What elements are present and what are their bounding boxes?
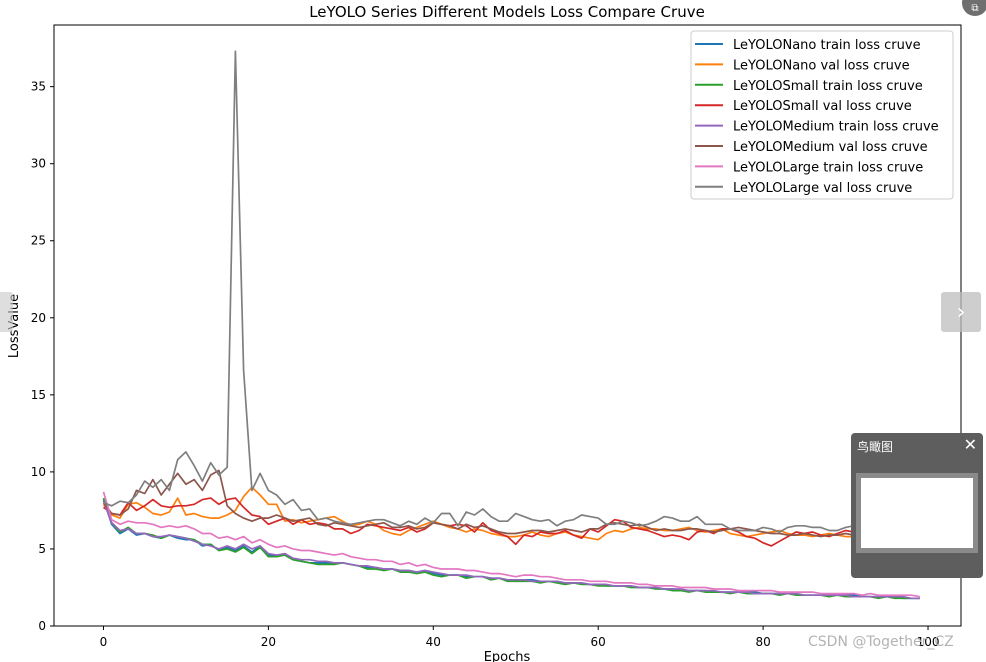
copy-button[interactable]: ⧉	[962, 0, 986, 16]
copy-icon: ⧉	[971, 3, 979, 14]
x-tick-label: 100	[917, 635, 940, 649]
previous-tab[interactable]	[0, 292, 13, 332]
minimap-viewport[interactable]	[856, 473, 978, 553]
legend-label: LeYOLOSmall train loss cruve	[733, 79, 923, 94]
series-line	[102, 469, 920, 538]
legend-label: LeYOLOLarge train loss cruve	[733, 160, 923, 175]
x-tick-label: 40	[426, 635, 441, 649]
x-tick-label: 0	[100, 635, 108, 649]
minimap-panel: 鸟瞰图 ✕	[851, 433, 983, 578]
chart-title: LeYOLO Series Different Models Loss Comp…	[309, 3, 705, 21]
chevron-right-icon: ›	[956, 299, 966, 325]
x-tick-label: 20	[261, 635, 276, 649]
x-axis-label: Epochs	[484, 650, 531, 662]
y-tick-label: 30	[31, 157, 46, 171]
legend-label: LeYOLOLarge val loss cruve	[733, 181, 912, 196]
y-tick-label: 20	[31, 311, 46, 325]
close-icon[interactable]: ✕	[963, 435, 977, 454]
legend-label: LeYOLONano train loss cruve	[733, 38, 921, 53]
legend-label: LeYOLOSmall val loss cruve	[733, 99, 912, 114]
series-line	[102, 500, 920, 600]
series-line	[102, 497, 920, 547]
series-line	[102, 491, 920, 598]
legend-label: LeYOLOMedium train loss cruve	[733, 120, 939, 135]
x-tick-label: 60	[591, 635, 606, 649]
watermark: CSDN @Together_CZ	[808, 634, 954, 650]
legend-box	[690, 30, 954, 200]
y-tick-label: 15	[31, 388, 46, 402]
y-tick-label: 35	[31, 80, 46, 94]
y-tick-label: 5	[38, 542, 46, 556]
series-line	[103, 50, 920, 533]
y-axis: 0 5 10 15 20 25 30 35	[31, 80, 54, 633]
legend-label: LeYOLOMedium val loss cruve	[733, 140, 928, 155]
y-tick-label: 0	[38, 619, 46, 633]
x-axis: 0 20 40 60 80 100	[100, 626, 940, 649]
y-tick-label: 25	[31, 234, 46, 248]
y-tick-label: 10	[31, 465, 46, 479]
legend-label: LeYOLONano val loss cruve	[733, 58, 910, 73]
minimap-title: 鸟瞰图	[857, 440, 894, 454]
x-tick-label: 80	[755, 635, 770, 649]
legend: LeYOLONano train loss cruve LeYOLONano va…	[690, 30, 954, 200]
next-image-button[interactable]: ›	[941, 292, 981, 332]
minimap-thumbnail	[861, 478, 973, 548]
series-lines	[102, 50, 920, 600]
